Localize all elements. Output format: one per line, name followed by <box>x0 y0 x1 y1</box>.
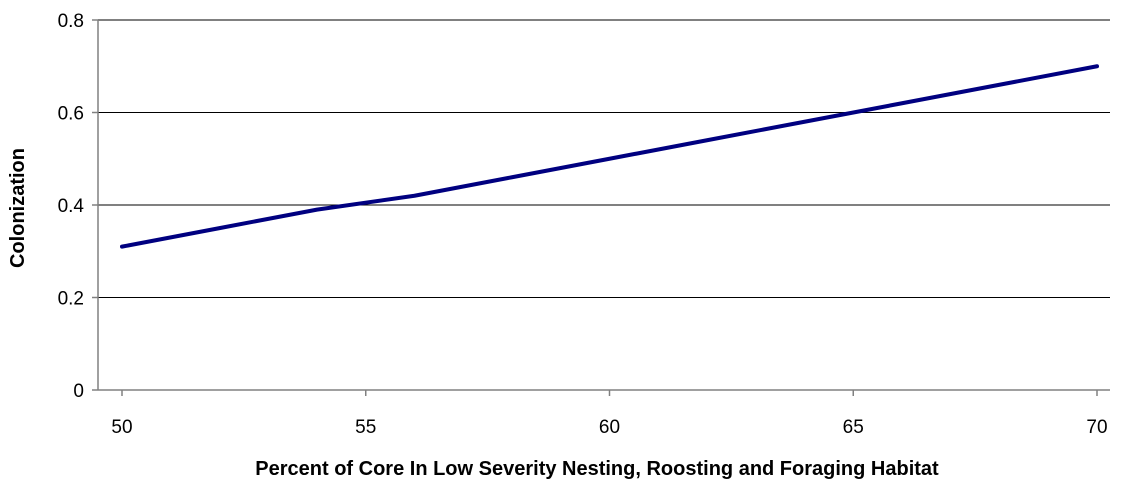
gridlines <box>98 19 1110 298</box>
x-tick-label: 50 <box>111 417 132 438</box>
x-axis-title: Percent of Core In Low Severity Nesting,… <box>255 458 939 480</box>
x-tick-labels: 50 55 60 65 70 <box>111 390 1108 438</box>
y-tick-label: 0 <box>73 381 84 402</box>
y-tick-label: 0.8 <box>58 11 84 32</box>
y-tick-labels: 0 0.2 0.4 0.6 0.8 <box>58 11 98 402</box>
series-line <box>120 64 1099 249</box>
y-tick-label: 0.4 <box>58 196 85 217</box>
x-tick-label: 60 <box>599 417 620 438</box>
x-tick-label: 65 <box>843 417 864 438</box>
y-tick-label: 0.6 <box>58 104 84 125</box>
series-lines <box>120 64 1099 249</box>
x-tick-label: 70 <box>1086 417 1107 438</box>
y-tick-label: 0.2 <box>58 289 84 310</box>
y-axis-title: Colonization <box>7 148 29 268</box>
x-tick-label: 55 <box>355 417 376 438</box>
